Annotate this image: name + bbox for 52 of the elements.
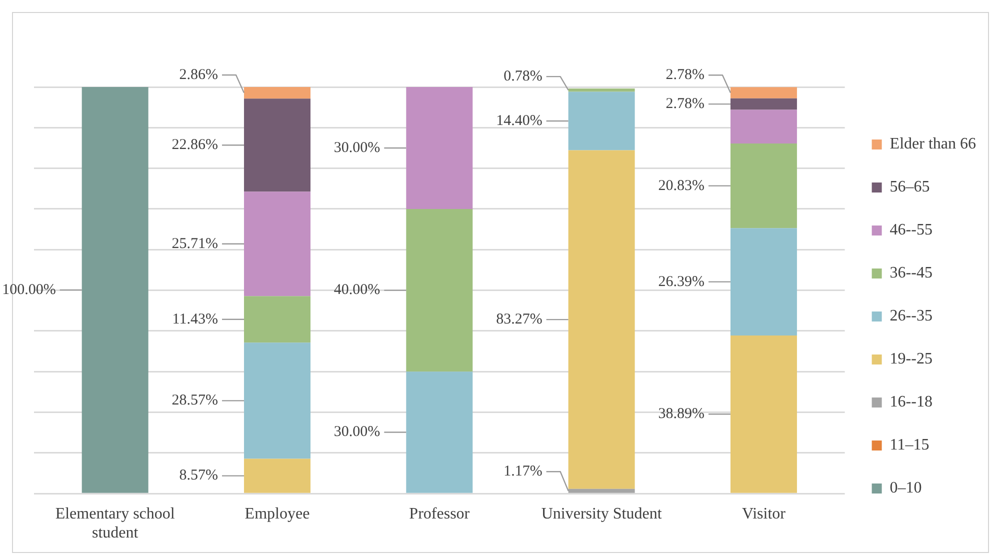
x-tick-label: Elementary school student: [55, 505, 176, 542]
bar: [82, 87, 148, 493]
bar: [406, 208, 473, 372]
data-label: 40.00%: [334, 282, 380, 298]
bar: [406, 87, 473, 209]
bar: [244, 192, 310, 296]
legend-label: 0–10: [890, 480, 922, 497]
bar: [730, 98, 797, 110]
legend-label: 16--18: [890, 394, 932, 411]
data-label: 30.00%: [334, 424, 380, 440]
data-label: 0.78%: [504, 68, 542, 84]
bar: [568, 150, 635, 489]
data-label: 28.57%: [172, 392, 218, 409]
bar: [244, 98, 310, 192]
data-label: 25.71%: [172, 236, 218, 252]
data-label: 8.57%: [179, 468, 218, 484]
bar: [244, 296, 310, 343]
bar: [244, 342, 310, 459]
legend-label: 46--55: [890, 222, 932, 239]
data-label: 1.17%: [504, 464, 542, 480]
legend-label: 56–65: [890, 178, 930, 196]
data-label: 100.00%: [2, 282, 56, 298]
data-label: 22.86%: [172, 137, 218, 154]
bar: [730, 110, 797, 144]
data-label: 30.00%: [334, 140, 380, 156]
data-label: 20.83%: [658, 178, 704, 194]
data-label: 2.78%: [666, 67, 704, 84]
bar: [568, 92, 635, 150]
bar: [568, 88, 635, 92]
legend-label: 36--45: [890, 264, 932, 282]
data-label: 2.86%: [179, 66, 218, 83]
data-label: 2.78%: [666, 96, 704, 112]
legend-label: Elder than 66: [890, 136, 976, 153]
legend-label: 19--25: [890, 350, 932, 368]
bar: [730, 143, 797, 228]
data-label: 26.39%: [658, 274, 704, 290]
legend-label: 26--35: [890, 308, 932, 325]
bar: [244, 87, 310, 99]
x-tick-label: Visitor: [742, 505, 786, 522]
bar: [406, 372, 473, 493]
x-tick-label: Professor: [409, 505, 470, 522]
data-label: 38.89%: [658, 406, 704, 422]
legend-label: 11–15: [890, 436, 930, 454]
bar: [730, 228, 797, 336]
bar: [730, 87, 797, 98]
x-tick-label: University Student: [541, 505, 662, 522]
bar: [244, 458, 310, 493]
data-label: 14.40%: [496, 112, 542, 129]
data-label: 11.43%: [172, 311, 218, 328]
x-tick-label: Employee: [244, 505, 310, 522]
bar: [730, 335, 797, 493]
data-label: 83.27%: [496, 311, 542, 328]
